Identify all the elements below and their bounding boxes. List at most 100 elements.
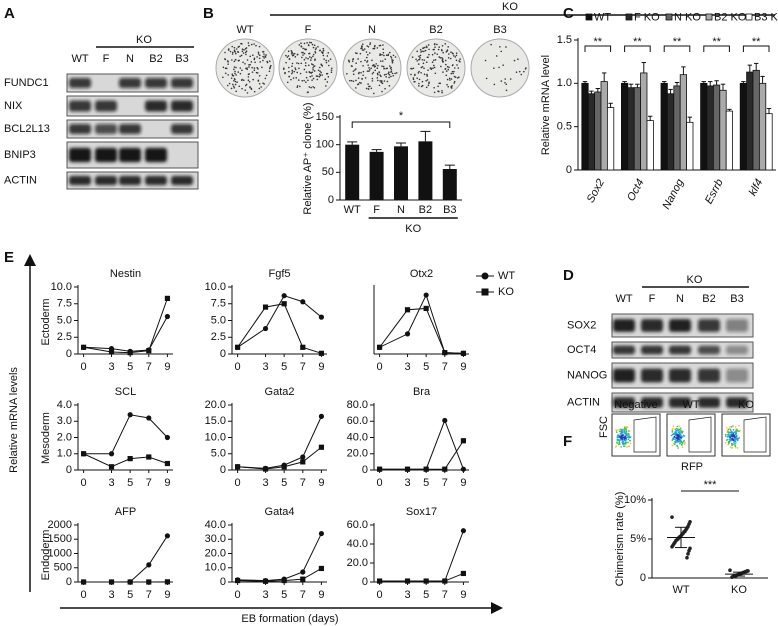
marker xyxy=(262,304,269,310)
event xyxy=(627,433,629,436)
marker xyxy=(423,305,429,312)
event xyxy=(628,430,631,432)
colony xyxy=(376,77,379,79)
event xyxy=(737,437,739,440)
lane-label: WT xyxy=(236,24,253,36)
colony xyxy=(288,75,291,78)
colony xyxy=(253,67,256,69)
colony xyxy=(374,69,377,72)
marker xyxy=(146,454,152,460)
colony xyxy=(366,54,369,56)
colony xyxy=(452,64,454,66)
point xyxy=(686,552,690,556)
colony xyxy=(283,68,285,70)
x-tick-label: 0 xyxy=(81,589,87,601)
chart-title: Bra xyxy=(413,386,431,398)
colony xyxy=(392,54,395,57)
colony xyxy=(388,51,391,54)
marker xyxy=(234,344,241,350)
colony xyxy=(234,58,237,61)
colony xyxy=(301,56,303,59)
marker xyxy=(376,344,383,350)
colony xyxy=(235,66,237,69)
event xyxy=(628,435,630,438)
event xyxy=(671,428,674,431)
colony xyxy=(429,67,432,69)
x-tick-label: 3 xyxy=(262,477,268,489)
marker xyxy=(318,565,325,572)
marker xyxy=(404,307,411,313)
event xyxy=(622,434,624,437)
row-label: NANOG xyxy=(567,369,607,381)
colony xyxy=(362,74,364,77)
colony xyxy=(431,61,434,64)
colony xyxy=(446,49,449,51)
colony xyxy=(421,50,423,52)
event xyxy=(730,430,733,433)
panel-label: A xyxy=(4,5,15,22)
colony xyxy=(418,85,420,87)
event xyxy=(681,432,683,434)
chart-title: Nestin xyxy=(110,268,141,280)
blot-band xyxy=(145,175,167,186)
event xyxy=(621,442,624,445)
colony xyxy=(411,68,413,70)
colony xyxy=(445,51,448,53)
colony xyxy=(227,49,230,51)
event xyxy=(731,434,733,436)
bar xyxy=(765,113,773,171)
colony xyxy=(390,70,393,73)
colony xyxy=(312,86,314,88)
legend-swatch xyxy=(585,13,593,21)
legend-label: F KO xyxy=(634,11,660,23)
x-tick-label: 0 xyxy=(235,477,241,489)
colony xyxy=(388,76,390,79)
colony xyxy=(240,42,243,45)
chart-title: SCL xyxy=(115,386,136,398)
colony xyxy=(388,85,391,87)
lane-label: N xyxy=(368,24,376,36)
colony xyxy=(284,72,286,75)
annotation: *** xyxy=(704,479,718,491)
bar xyxy=(752,69,760,171)
y-tick-label: 10% xyxy=(624,494,646,506)
colony xyxy=(504,78,507,80)
colony xyxy=(351,65,353,68)
bar xyxy=(739,82,748,171)
colony xyxy=(446,83,448,86)
colony xyxy=(307,79,309,82)
marker xyxy=(262,466,269,472)
blot-band xyxy=(95,175,117,186)
colony xyxy=(222,76,224,79)
event xyxy=(671,444,674,447)
event xyxy=(676,435,679,438)
colony xyxy=(372,47,375,50)
colony xyxy=(425,45,428,48)
colony xyxy=(445,74,448,77)
y-tick-label: 5% xyxy=(630,533,646,545)
y-tick-label: 0 xyxy=(220,576,226,588)
colony xyxy=(423,67,425,70)
marker xyxy=(164,295,171,301)
colony xyxy=(291,54,294,57)
colony xyxy=(453,82,455,84)
colony xyxy=(354,69,356,71)
y-tick-label: 80.0 xyxy=(347,399,368,411)
colony xyxy=(304,64,307,67)
colony xyxy=(391,61,394,64)
event xyxy=(625,438,628,441)
y-tick-label: 2000 xyxy=(48,519,72,531)
colony xyxy=(422,62,425,65)
colony xyxy=(414,80,416,83)
colony xyxy=(306,42,308,44)
colony xyxy=(440,49,443,51)
colony xyxy=(391,72,394,75)
blot-band xyxy=(119,124,141,134)
colony xyxy=(302,51,304,54)
colony xyxy=(438,56,440,58)
colony xyxy=(416,77,418,79)
colony xyxy=(291,51,293,53)
event xyxy=(726,436,729,438)
colony xyxy=(385,54,388,57)
colony xyxy=(297,62,300,65)
